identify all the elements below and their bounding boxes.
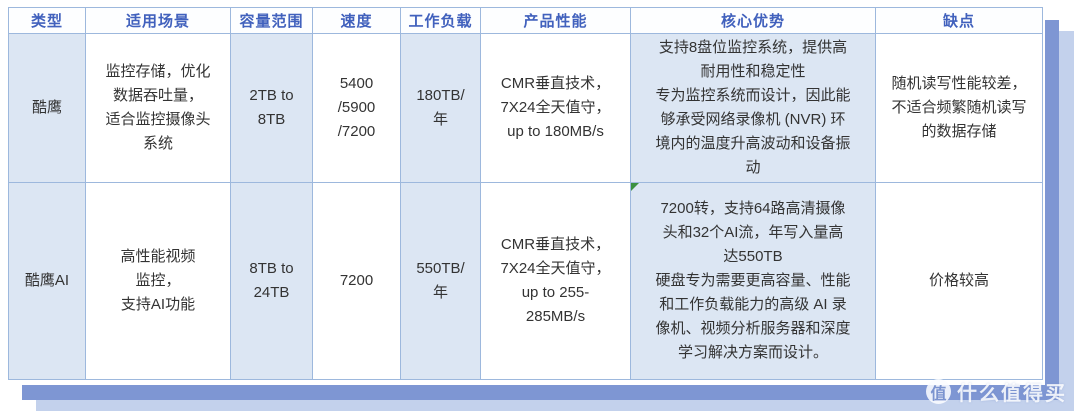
header-workload: 工作负载 xyxy=(400,7,481,34)
cell-scenario: 监控存储，优化 数据吞吐量， 适合监控摄像头 系统 xyxy=(85,33,231,183)
header-row: 类型 适用场景 容量范围 速度 工作负载 产品性能 核心优势 缺点 xyxy=(8,7,1043,34)
smzdm-logo-icon: 值 xyxy=(926,379,951,404)
header-capacity: 容量范围 xyxy=(230,7,313,34)
watermark-text: 什么值得买 xyxy=(957,383,1067,405)
cell-speed: 7200 xyxy=(312,182,401,380)
cell-type: 酷鹰 xyxy=(8,33,86,183)
cell-drawbacks: 价格较高 xyxy=(875,182,1043,380)
drop-shadow-dark-horizontal xyxy=(22,385,1059,400)
cell-advantages-text: 7200转，支持64路高清摄像 头和32个AI流，年写入量高 达550TB 硬盘… xyxy=(655,200,851,361)
cell-drawbacks: 随机读写性能较差， 不适合频繁随机读写 的数据存储 xyxy=(875,33,1043,183)
table-row-skyhawk-ai: 酷鹰AI 高性能视频 监控， 支持AI功能 8TB to 24TB 7200 5… xyxy=(8,182,1043,380)
header-performance: 产品性能 xyxy=(480,7,631,34)
cell-performance: CMR垂直技术， 7X24全天值守， up to 255- 285MB/s xyxy=(480,182,631,380)
header-advantages: 核心优势 xyxy=(630,7,876,34)
cell-capacity: 2TB to 8TB xyxy=(230,33,313,183)
cell-performance: CMR垂直技术， 7X24全天值守， up to 180MB/s xyxy=(480,33,631,183)
cell-workload: 180TB/ 年 xyxy=(400,33,481,183)
smzdm-watermark: 值 什么值得买 xyxy=(926,377,1067,406)
cell-scenario: 高性能视频 监控， 支持AI功能 xyxy=(85,182,231,380)
cell-advantages: 7200转，支持64路高清摄像 头和32个AI流，年写入量高 达550TB 硬盘… xyxy=(630,182,876,380)
table-row-skyhawk: 酷鹰 监控存储，优化 数据吞吐量， 适合监控摄像头 系统 2TB to 8TB … xyxy=(8,33,1043,183)
cell-capacity: 8TB to 24TB xyxy=(230,182,313,380)
header-speed: 速度 xyxy=(312,7,401,34)
cell-speed: 5400 /5900 /7200 xyxy=(312,33,401,183)
cell-type: 酷鹰AI xyxy=(8,182,86,380)
cell-advantages: 支持8盘位监控系统，提供高 耐用性和稳定性 专为监控系统而设计，因此能 够承受网… xyxy=(630,33,876,183)
comment-flag-icon xyxy=(631,183,639,191)
cell-workload: 550TB/ 年 xyxy=(400,182,481,380)
header-scenario: 适用场景 xyxy=(85,7,231,34)
header-drawbacks: 缺点 xyxy=(875,7,1043,34)
header-type: 类型 xyxy=(8,7,86,34)
drop-shadow-dark-vertical xyxy=(1045,20,1059,400)
product-comparison-table: 类型 适用场景 容量范围 速度 工作负载 产品性能 核心优势 缺点 酷鹰 监控存… xyxy=(8,7,1043,380)
drop-shadow-light-vertical xyxy=(1059,31,1074,411)
